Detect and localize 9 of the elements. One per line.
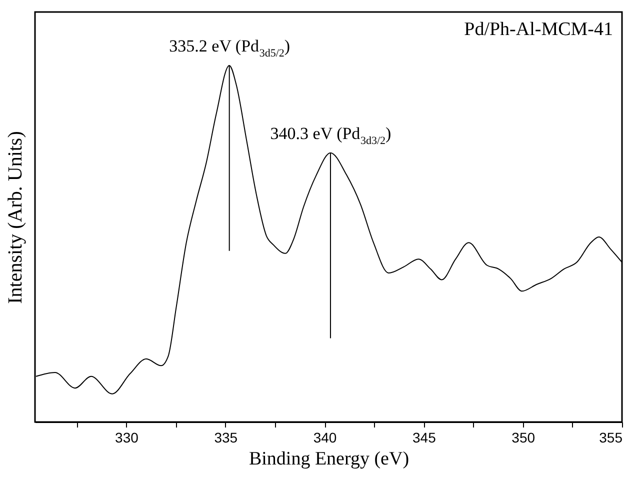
chart-title: Pd/Ph-Al-MCM-41	[464, 19, 613, 40]
x-tick-label: 340	[313, 430, 337, 446]
x-tick-label: 350	[512, 430, 536, 446]
x-tick-label: 335	[214, 430, 238, 446]
y-axis-title: Intensity (Arb. Units)	[4, 131, 26, 304]
x-tick-label: 355	[599, 430, 623, 446]
x-axis-title: Binding Energy (eV)	[248, 448, 410, 470]
x-tick-label: 345	[412, 430, 436, 446]
x-tick-label: 330	[115, 430, 139, 446]
